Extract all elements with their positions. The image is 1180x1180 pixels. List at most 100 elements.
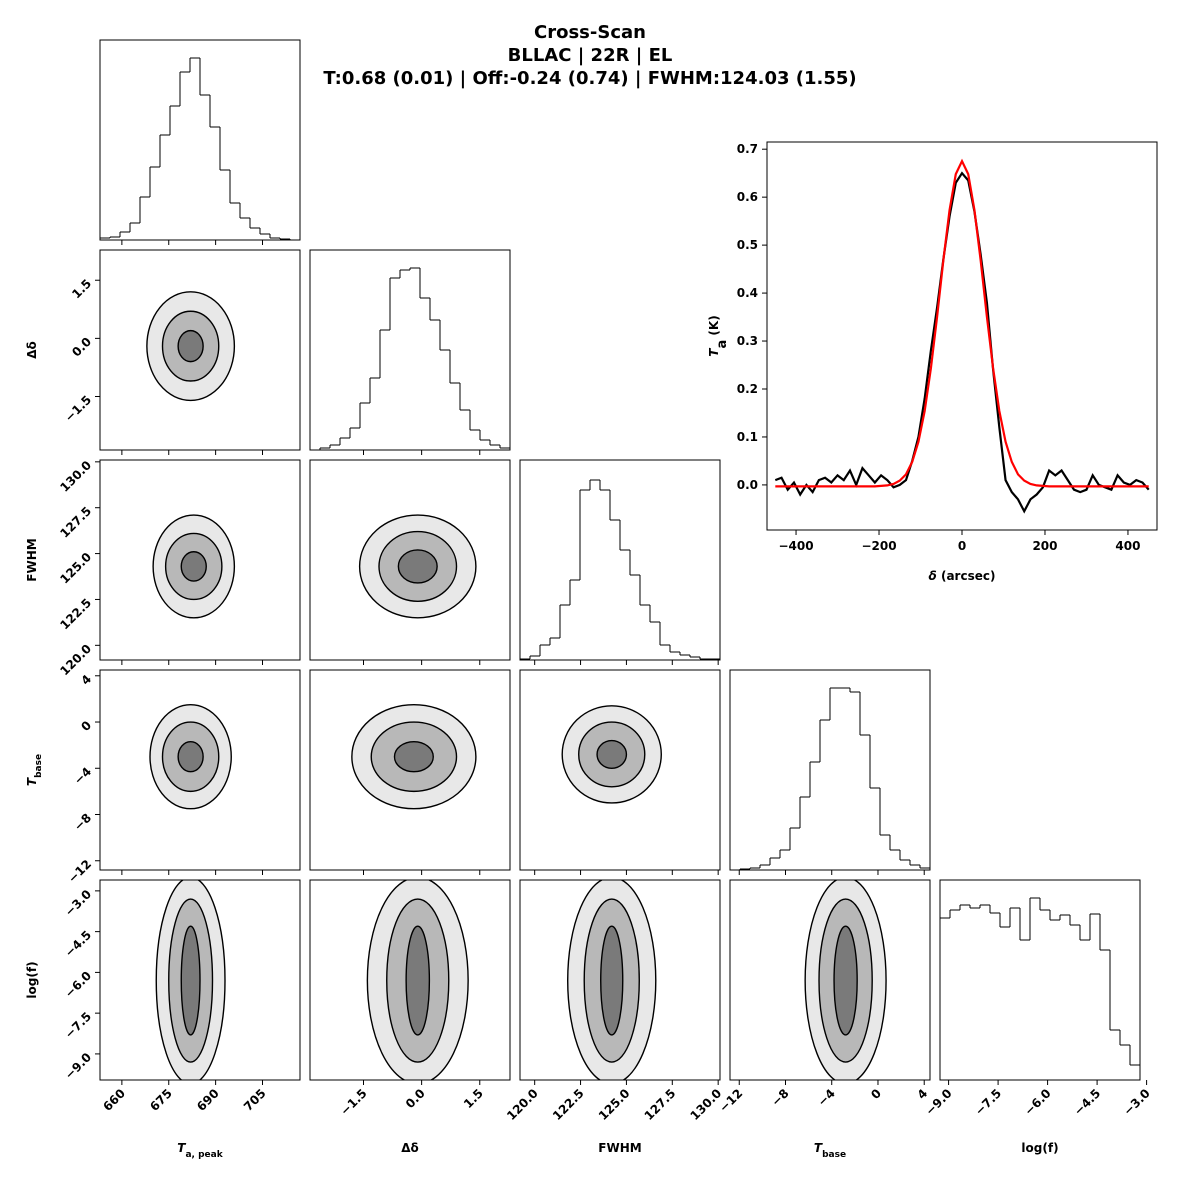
x-axis-label: Δδ: [401, 1141, 419, 1155]
label-main: T: [177, 1141, 186, 1155]
y-tick-label: 130.0: [57, 458, 94, 495]
title-line: Cross-Scan: [534, 22, 646, 43]
panel-frame: [519, 879, 721, 1081]
density-panel: [146, 291, 236, 402]
x-tick-label: 0: [868, 1086, 884, 1102]
x-tick-label: 122.5: [550, 1086, 587, 1123]
label-sub: base: [34, 754, 44, 778]
density-panel: [152, 514, 236, 619]
x-tick-label: −4: [815, 1086, 838, 1109]
contour-level: [596, 739, 628, 769]
contour-level: [397, 549, 438, 584]
label-rest: (K): [707, 315, 721, 339]
contour-level: [833, 925, 858, 1036]
y-axis-label: log(f): [25, 961, 39, 998]
y-axis-label: FWHM: [25, 538, 39, 581]
y-tick-label: 0.0: [737, 478, 758, 492]
x-axis-label: FWHM: [598, 1141, 641, 1155]
x-tick-label: −8: [769, 1086, 792, 1109]
x-tick-label: 1.5: [461, 1086, 486, 1111]
density-panel: [366, 880, 469, 1080]
y-tick-label: 120.0: [57, 642, 94, 679]
density-panel: [561, 705, 662, 804]
x-axis-label: log(f): [1021, 1141, 1058, 1155]
y-tick-label: 0.7: [737, 142, 758, 156]
x-tick-label: −9.0: [923, 1086, 955, 1118]
x-tick-label: 120.0: [504, 1086, 541, 1123]
panel-frame: [729, 879, 931, 1081]
x-tick-label: −4.5: [1071, 1086, 1103, 1118]
panel-frame: [99, 459, 301, 661]
panel-frame: [309, 669, 511, 871]
label-sub: a, peak: [185, 1150, 223, 1160]
label-sub: a: [715, 340, 730, 349]
density-panel: [155, 880, 226, 1080]
x-axis-label: Ta, peak: [177, 1141, 223, 1160]
y-tick-label: 127.5: [57, 504, 94, 541]
density-panel: [351, 703, 477, 810]
x-tick-label: 400: [1115, 539, 1140, 553]
density-panel: [358, 514, 477, 619]
x-tick-label: 125.0: [596, 1086, 633, 1123]
y-tick-label: −7.5: [62, 1009, 94, 1041]
y-tick-label: 0.3: [737, 334, 758, 348]
panel-frame: [939, 879, 1141, 1081]
y-axis-label: Δδ: [25, 341, 39, 359]
panel-frame: [99, 879, 301, 1081]
density-panel: [149, 703, 232, 810]
panel-frame: [309, 249, 511, 451]
x-tick-label: 127.5: [642, 1086, 679, 1123]
series-line: [775, 158, 1149, 488]
panel-frame: [309, 879, 511, 1081]
title-line: T:0.68 (0.01) | Off:-0.24 (0.74) | FWHM:…: [323, 68, 856, 89]
contour-level: [393, 740, 434, 773]
x-tick-label: −200: [861, 539, 896, 553]
y-tick-label: 0: [78, 718, 94, 734]
contour-level: [177, 740, 204, 773]
x-tick-label: −1.5: [338, 1086, 370, 1118]
y-tick-label: 0.6: [737, 190, 758, 204]
y-tick-label: −12: [65, 857, 94, 886]
x-tick-label: −12: [717, 1086, 746, 1115]
contour-level: [180, 925, 201, 1036]
contour-level: [405, 925, 431, 1036]
label-main: T: [814, 1141, 823, 1155]
panel-frame: [99, 39, 301, 241]
label-main: δ: [929, 569, 937, 583]
density-panel: [567, 880, 657, 1080]
panel-frame: [99, 249, 301, 451]
panel-frame: [99, 669, 301, 871]
x-tick-label: −3.0: [1121, 1086, 1153, 1118]
y-tick-label: 0.1: [737, 430, 758, 444]
x-tick-label: −400: [778, 539, 813, 553]
label-sub: base: [822, 1150, 846, 1160]
y-tick-label: 0.2: [737, 382, 758, 396]
y-tick-label: 0.5: [737, 238, 758, 252]
y-tick-label: −3.0: [62, 887, 94, 919]
contour-level: [177, 329, 204, 363]
x-axis-label: Tbase: [814, 1141, 846, 1160]
x-tick-label: 0: [958, 539, 966, 553]
x-tick-label: 675: [147, 1086, 175, 1114]
y-tick-label: −8: [71, 811, 94, 834]
panel-frame: [309, 459, 511, 661]
y-tick-label: 4: [78, 672, 94, 688]
density-panel: [804, 880, 887, 1080]
y-tick-label: 125.0: [57, 550, 94, 587]
y-tick-label: −6.0: [62, 969, 94, 1001]
y-axis-label: Tbase: [25, 754, 44, 786]
x-tick-label: 660: [100, 1086, 128, 1114]
y-tick-label: −4.5: [62, 928, 94, 960]
y-tick-label: −4: [71, 764, 94, 787]
x-tick-label: 4: [915, 1086, 931, 1102]
title-line: BLLAC | 22R | EL: [508, 45, 673, 66]
x-tick-label: −7.5: [972, 1086, 1004, 1118]
y-tick-label: −1.5: [62, 393, 94, 425]
x-tick-label: 200: [1032, 539, 1057, 553]
label-main: T: [25, 777, 39, 786]
series-line: [774, 171, 1150, 514]
y-tick-label: 1.5: [69, 276, 94, 301]
x-axis-label: δ (arcsec): [929, 569, 996, 583]
